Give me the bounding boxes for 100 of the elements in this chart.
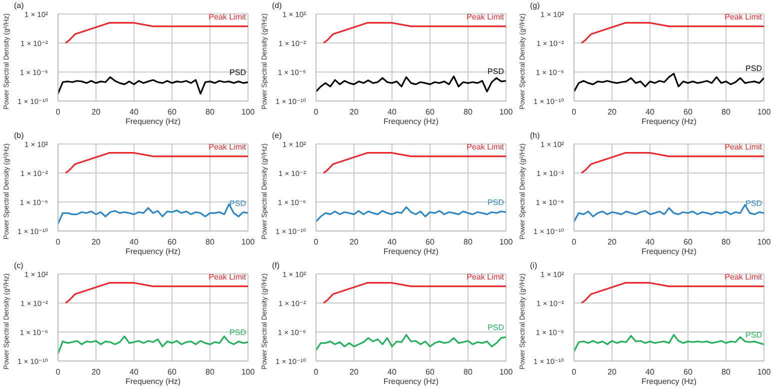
x-tick-label: 0 xyxy=(314,368,319,377)
line-series xyxy=(316,76,506,92)
x-tick-label: 40 xyxy=(130,108,139,117)
x-tick-label: 40 xyxy=(388,238,397,247)
x-tick-label: 0 xyxy=(572,238,577,247)
x-tick-label: 0 xyxy=(572,368,577,377)
series-label: Peak Limit xyxy=(724,12,763,22)
series-label: PSD xyxy=(746,64,762,73)
series-label: PSD xyxy=(230,328,246,338)
x-tick-label: 40 xyxy=(130,238,139,247)
x-tick-label: 80 xyxy=(464,368,473,377)
x-tick-label: 80 xyxy=(464,108,473,117)
x-tick-label: 20 xyxy=(350,238,359,247)
x-tick-label: 20 xyxy=(350,368,359,377)
line-series xyxy=(64,22,248,44)
series-label: PSD xyxy=(746,330,762,340)
series-label: PSD xyxy=(488,66,504,76)
x-tick-label: 20 xyxy=(608,368,617,377)
series-label: Peak Limit xyxy=(208,142,247,152)
x-tick-label: 60 xyxy=(426,108,435,117)
series-label: PSD xyxy=(488,198,504,208)
x-tick-label: 80 xyxy=(206,108,215,117)
line-series xyxy=(574,72,764,92)
x-axis-title: Frequency (Hz) xyxy=(382,247,440,256)
line-series xyxy=(316,334,506,352)
chart-title: (b) xyxy=(14,131,24,140)
x-tick-label: 100 xyxy=(499,368,514,377)
x-tick-label: 60 xyxy=(168,108,177,117)
x-tick-label: 40 xyxy=(646,238,655,247)
x-axis-title: Frequency (Hz) xyxy=(382,117,440,126)
series-label: Peak Limit xyxy=(208,272,247,282)
series-label: Peak Limit xyxy=(466,142,505,152)
series-label: Peak Limit xyxy=(724,142,763,152)
x-tick-label: 100 xyxy=(757,368,772,377)
x-tick-label: 40 xyxy=(388,368,397,377)
x-tick-label: 0 xyxy=(572,108,577,117)
x-axis-title: Frequency (Hz) xyxy=(124,117,182,126)
line-series xyxy=(322,282,506,304)
x-tick-label: 60 xyxy=(684,238,693,247)
line-series xyxy=(580,152,764,174)
x-tick-label: 80 xyxy=(206,238,215,247)
x-tick-label: 60 xyxy=(684,108,693,117)
x-tick-label: 100 xyxy=(499,108,514,117)
x-tick-label: 40 xyxy=(646,108,655,117)
line-series xyxy=(580,22,764,44)
series-label: PSD xyxy=(230,199,246,208)
series-label: Peak Limit xyxy=(466,12,505,22)
x-tick-label: 0 xyxy=(314,238,319,247)
x-axis-title: Frequency (Hz) xyxy=(640,377,698,386)
x-tick-label: 60 xyxy=(426,368,435,377)
x-tick-label: 20 xyxy=(92,108,101,117)
x-tick-label: 20 xyxy=(92,238,101,247)
line-series xyxy=(64,152,248,174)
x-tick-label: 100 xyxy=(499,238,514,247)
x-tick-label: 100 xyxy=(757,108,772,117)
chart-title: (h) xyxy=(530,131,540,140)
x-tick-label: 60 xyxy=(684,368,693,377)
x-axis-title: Frequency (Hz) xyxy=(640,247,698,256)
x-tick-label: 20 xyxy=(92,368,101,377)
x-tick-label: 80 xyxy=(206,368,215,377)
line-series xyxy=(316,206,506,222)
x-tick-label: 60 xyxy=(426,238,435,247)
x-tick-label: 100 xyxy=(241,238,256,247)
x-tick-label: 0 xyxy=(56,108,61,117)
chart-title: (e) xyxy=(272,131,282,140)
x-tick-label: 40 xyxy=(646,368,655,377)
x-axis-title: Frequency (Hz) xyxy=(124,377,182,386)
x-tick-label: 20 xyxy=(608,238,617,247)
line-series xyxy=(322,22,506,44)
chart-title: (g) xyxy=(530,1,540,10)
line-series xyxy=(322,152,506,174)
x-tick-label: 80 xyxy=(722,238,731,247)
x-tick-label: 0 xyxy=(56,368,61,377)
chart-title: (d) xyxy=(272,1,282,10)
x-tick-label: 80 xyxy=(464,238,473,247)
line-series xyxy=(58,336,248,355)
x-tick-label: 40 xyxy=(388,108,397,117)
x-axis-title: Frequency (Hz) xyxy=(640,117,698,126)
line-series xyxy=(64,282,248,304)
x-axis-title: Frequency (Hz) xyxy=(124,247,182,256)
x-tick-label: 40 xyxy=(130,368,139,377)
series-label: Peak Limit xyxy=(724,272,763,282)
chart-title: (f) xyxy=(272,261,280,270)
series-label: PSD xyxy=(746,199,762,208)
line-series xyxy=(58,76,248,95)
series-label: Peak Limit xyxy=(208,12,247,22)
x-tick-label: 60 xyxy=(168,238,177,247)
x-axis-title: Frequency (Hz) xyxy=(382,377,440,386)
x-tick-label: 80 xyxy=(722,368,731,377)
x-tick-label: 100 xyxy=(241,368,256,377)
x-tick-label: 80 xyxy=(722,108,731,117)
series-label: PSD xyxy=(230,68,246,78)
chart-title: (i) xyxy=(530,261,538,270)
x-tick-label: 20 xyxy=(608,108,617,117)
x-tick-label: 0 xyxy=(56,238,61,247)
chart-title: (c) xyxy=(14,261,24,270)
chart-title: (a) xyxy=(14,1,24,10)
x-tick-label: 20 xyxy=(350,108,359,117)
x-tick-label: 60 xyxy=(168,368,177,377)
series-label: PSD xyxy=(488,323,504,332)
